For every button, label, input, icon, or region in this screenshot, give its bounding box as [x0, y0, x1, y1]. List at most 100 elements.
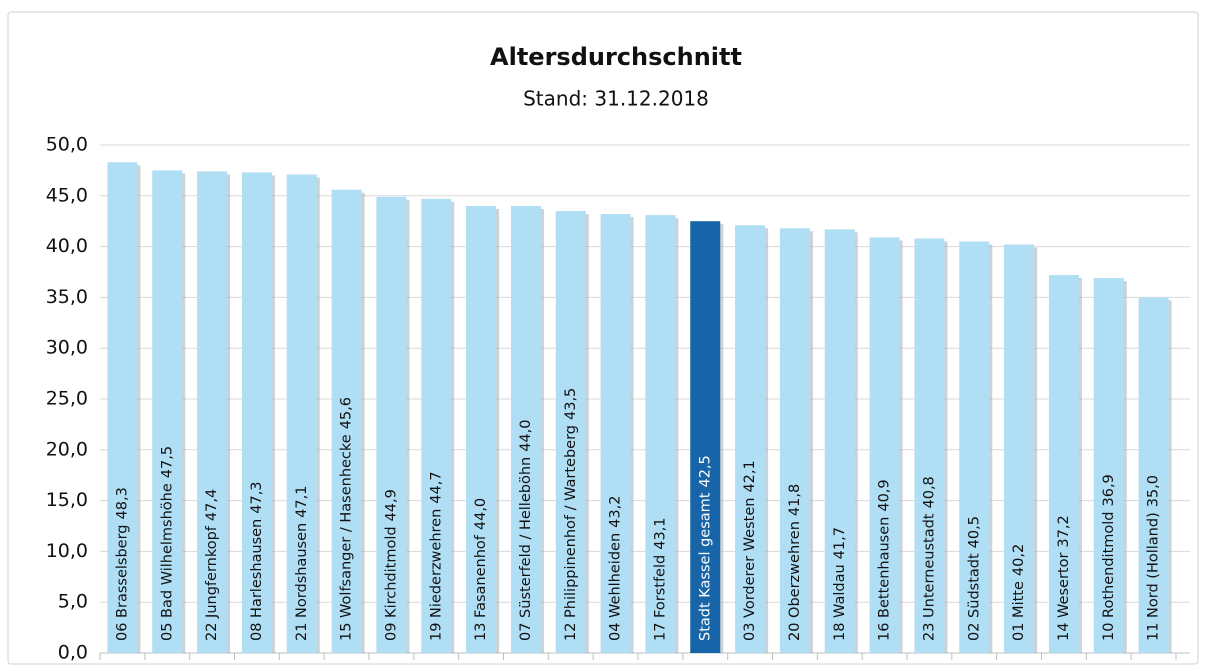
category-label: 09 Kirchditmold — [383, 526, 399, 641]
bar-label: 19 Niederzwehren 44,7 — [428, 471, 444, 641]
value-label: 40,8 — [921, 476, 937, 508]
bar — [914, 238, 945, 654]
bar-label: 16 Bettenhausen 40,9 — [877, 479, 893, 641]
category-label: 15 Wolfsanger / Hasenhecke — [339, 434, 355, 641]
bar — [152, 170, 183, 653]
bar — [1004, 244, 1035, 653]
category-label: 07 Süsterfeld / Helleböhn — [518, 457, 534, 641]
value-label: 44,0 — [473, 498, 489, 530]
bar — [286, 174, 317, 654]
value-label: 43,1 — [652, 517, 668, 549]
y-tick-label: 0,0 — [58, 642, 88, 664]
y-tick-label: 45,0 — [46, 184, 88, 206]
bar — [959, 241, 990, 653]
value-label: 41,7 — [832, 527, 848, 559]
bar-label: Stadt Kassel gesamt 42,5 — [697, 455, 713, 641]
bar — [1138, 297, 1169, 653]
category-label: Stadt Kassel gesamt — [697, 492, 713, 641]
value-label: 42,1 — [742, 460, 758, 492]
category-label: 08 Harleshausen — [249, 519, 265, 641]
y-tick-label: 20,0 — [46, 438, 88, 460]
bar — [824, 229, 855, 653]
bar-label: 20 Oberzwehren 41,8 — [787, 484, 803, 641]
value-label: 44,0 — [518, 420, 534, 452]
bar-label: 11 Nord (Holland) 35,0 — [1146, 475, 1162, 641]
value-label: 42,5 — [697, 455, 713, 487]
bar-label: 04 Wehlheiden 43,2 — [608, 496, 624, 641]
chart-title: Altersdurchschnitt — [490, 43, 742, 71]
value-label: 43,2 — [608, 496, 624, 528]
bar — [555, 211, 586, 654]
y-tick-label: 40,0 — [46, 235, 88, 257]
category-label: 10 Rothenditmold — [1101, 512, 1117, 642]
bar-label: 22 Jungfernkopf 47,4 — [204, 489, 220, 641]
category-label: 19 Niederzwehren — [428, 509, 444, 641]
bar — [690, 221, 721, 653]
category-label: 18 Waldau — [832, 564, 848, 641]
value-label: 45,6 — [339, 397, 355, 429]
value-label: 47,4 — [204, 489, 220, 521]
bar-label: 18 Waldau 41,7 — [832, 527, 848, 641]
chart-subtitle: Stand: 31.12.2018 — [523, 87, 709, 111]
category-label: 12 Philippinenhof / Warteberg — [563, 425, 579, 641]
category-label: 17 Forstfeld — [652, 555, 668, 641]
category-label: 05 Bad Wilhelmshöhe — [159, 483, 175, 641]
bar — [1093, 278, 1124, 653]
value-label: 44,7 — [428, 471, 444, 503]
bar — [1048, 275, 1079, 653]
bar-label: 09 Kirchditmold 44,9 — [383, 489, 399, 641]
value-label: 35,0 — [1146, 475, 1162, 507]
category-label: 23 Unterneustadt — [921, 513, 937, 641]
bar — [331, 189, 362, 654]
category-label: 06 Brasselsberg — [114, 524, 130, 641]
bar — [600, 214, 631, 653]
bar-label: 23 Unterneustadt 40,8 — [921, 476, 937, 641]
bar-label: 07 Süsterfeld / Helleböhn 44,0 — [518, 420, 534, 642]
bar — [735, 225, 766, 654]
bar — [421, 198, 452, 653]
bar-label: 15 Wolfsanger / Hasenhecke 45,6 — [339, 397, 355, 641]
bar — [107, 162, 138, 653]
bar-label: 05 Bad Wilhelmshöhe 47,5 — [159, 446, 175, 641]
category-label: 04 Wehlheiden — [608, 533, 624, 641]
bar — [376, 196, 407, 654]
bar — [241, 172, 272, 653]
bar-label: 13 Fasanenhof 44,0 — [473, 498, 489, 641]
category-label: 03 Vorderer Westen — [742, 498, 758, 641]
value-label: 47,5 — [159, 446, 175, 478]
bar-label: 17 Forstfeld 43,1 — [652, 517, 668, 641]
value-label: 47,3 — [249, 481, 265, 513]
category-label: 11 Nord (Holland) — [1146, 512, 1162, 641]
category-label: 14 Wesertor — [1056, 553, 1072, 641]
y-tick-label: 15,0 — [46, 489, 88, 511]
value-label: 40,5 — [966, 516, 982, 548]
bar-label: 10 Rothenditmold 36,9 — [1101, 474, 1117, 641]
category-label: 20 Oberzwehren — [787, 521, 803, 641]
bar-label: 01 Mitte 40,2 — [1011, 544, 1027, 641]
bar-label: 08 Harleshausen 47,3 — [249, 481, 265, 641]
y-tick-label: 5,0 — [58, 591, 88, 613]
value-label: 41,8 — [787, 484, 803, 516]
value-label: 36,9 — [1101, 474, 1117, 506]
value-label: 43,5 — [563, 388, 579, 420]
category-label: 13 Fasanenhof — [473, 534, 489, 641]
bar — [779, 228, 810, 653]
category-label: 02 Südstadt — [966, 553, 982, 641]
y-tick-label: 30,0 — [46, 337, 88, 359]
y-tick-label: 50,0 — [46, 134, 88, 156]
bar — [645, 215, 676, 653]
value-label: 48,3 — [114, 487, 130, 519]
bar-label: 03 Vorderer Westen 42,1 — [742, 460, 758, 641]
y-tick-label: 25,0 — [46, 388, 88, 410]
bar — [510, 205, 541, 653]
bar-label: 21 Nordshausen 47,1 — [294, 486, 310, 641]
bar — [466, 205, 497, 653]
bar — [869, 237, 900, 653]
bar-label: 14 Wesertor 37,2 — [1056, 515, 1072, 641]
y-tick-label: 10,0 — [46, 540, 88, 562]
value-label: 40,2 — [1011, 544, 1027, 576]
value-label: 44,9 — [383, 489, 399, 521]
value-label: 47,1 — [294, 486, 310, 518]
bar — [197, 171, 228, 653]
